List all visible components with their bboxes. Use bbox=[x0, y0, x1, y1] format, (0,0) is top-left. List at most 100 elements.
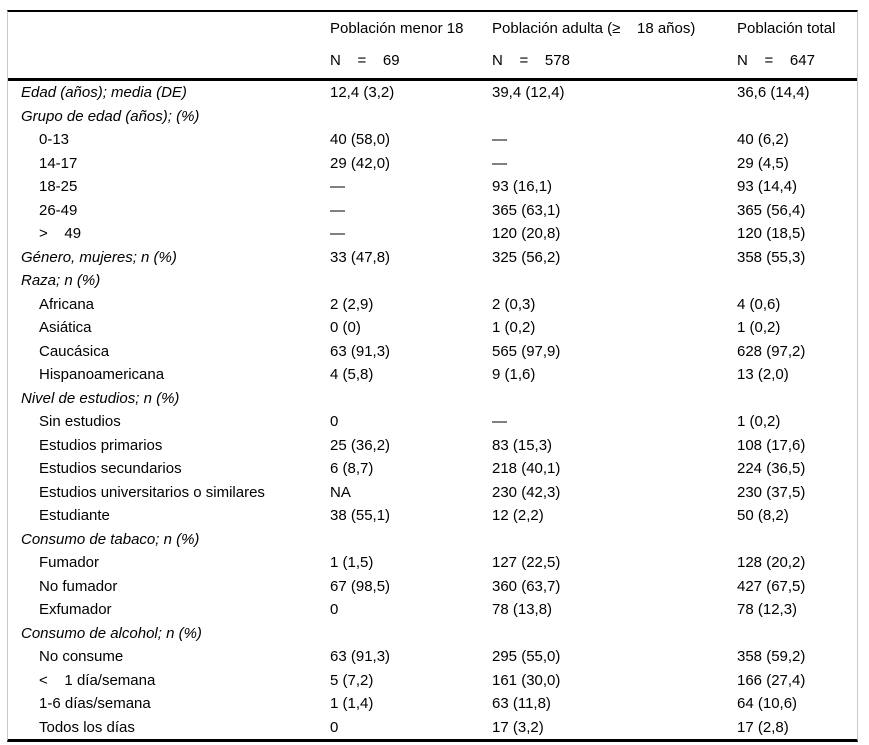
cell-value: 40 (6,2) bbox=[737, 131, 789, 148]
cell-value: 17 (2,8) bbox=[737, 718, 789, 736]
cell-value: 360 (63,7) bbox=[492, 577, 561, 595]
cell-value: 295 (55,0) bbox=[492, 648, 561, 665]
table-body: Edad (años); media (DE) 12,4 (3,2) 39,4 (1… bbox=[8, 81, 857, 739]
cell-value: 63 (11,8) bbox=[492, 695, 551, 712]
cell-value: 13 (2,0) bbox=[737, 366, 789, 383]
table-row: Consumo de alcohol; n (%) bbox=[8, 622, 857, 646]
table-row: Nivel de estudios; n (%) bbox=[8, 387, 857, 411]
table-row: 0-13 40 (58,0) — 40 (6,2) bbox=[8, 128, 857, 152]
table-row: Exfumador 0 78 (13,8) 78 (12,3) bbox=[8, 598, 857, 622]
cell-value: 230 (42,3) bbox=[492, 483, 561, 501]
column-n-poblacion-adulta: N = 578 bbox=[492, 52, 570, 69]
row-label: > 49 bbox=[39, 225, 82, 242]
table-row: Estudios universitarios o similares NA 230… bbox=[8, 481, 857, 505]
row-label: 18-25 bbox=[39, 178, 78, 195]
row-label: 26-49 bbox=[39, 201, 78, 219]
cell-value: 161 (30,0) bbox=[492, 671, 561, 689]
row-label: Sin estudios bbox=[39, 413, 121, 430]
cell-value: 83 (15,3) bbox=[492, 436, 553, 454]
cell-value: 12 (2,2) bbox=[492, 507, 544, 524]
row-label: Consumo de alcohol; n (%) bbox=[21, 624, 202, 642]
column-n-poblacion-menor-18: N = 69 bbox=[330, 52, 400, 69]
row-label: Género, mujeres; n (%) bbox=[21, 248, 177, 266]
cell-value: 365 (63,1) bbox=[492, 201, 561, 219]
cell-value: 358 (55,3) bbox=[737, 248, 806, 266]
cell-value: 127 (22,5) bbox=[492, 554, 561, 571]
cell-value: 36,6 (14,4) bbox=[737, 84, 810, 101]
cell-value: 78 (13,8) bbox=[492, 601, 553, 618]
cell-value: 25 (36,2) bbox=[330, 436, 391, 454]
table-row: 14-17 29 (42,0) — 29 (4,5) bbox=[8, 152, 857, 176]
table-row: No fumador 67 (98,5) 360 (63,7) 427 (67,5) bbox=[8, 575, 857, 599]
cell-value: 120 (18,5) bbox=[737, 225, 806, 242]
row-label: Estudios secundarios bbox=[39, 460, 182, 477]
row-label: 0-13 bbox=[39, 131, 70, 148]
cell-value: 50 (8,2) bbox=[737, 507, 789, 524]
cell-value: 9 (1,6) bbox=[492, 366, 536, 383]
row-label: Estudiante bbox=[39, 507, 110, 524]
cell-value: 63 (91,3) bbox=[330, 342, 391, 360]
cell-value: — bbox=[492, 413, 507, 430]
row-label: No consume bbox=[39, 648, 124, 665]
row-label: Exfumador bbox=[39, 601, 112, 618]
cell-value: 0 (0) bbox=[330, 319, 361, 336]
table-row: < 1 día/semana 5 (7,2) 161 (30,0) 166 (27,4… bbox=[8, 669, 857, 693]
row-label: Raza; n (%) bbox=[21, 272, 101, 289]
cell-value: 218 (40,1) bbox=[492, 460, 561, 477]
row-label: Consumo de tabaco; n (%) bbox=[21, 530, 200, 548]
cell-value: 120 (20,8) bbox=[492, 225, 561, 242]
cell-value: 4 (0,6) bbox=[737, 295, 781, 313]
cell-value: 1 (1,5) bbox=[330, 554, 374, 571]
cell-value: — bbox=[492, 154, 507, 172]
cell-value: 0 bbox=[330, 601, 339, 618]
cell-value: 29 (42,0) bbox=[330, 154, 391, 172]
column-header-poblacion-menor-18: Población menor 18 bbox=[330, 20, 464, 37]
cell-value: NA bbox=[330, 483, 351, 501]
cell-value: 40 (58,0) bbox=[330, 131, 391, 148]
cell-value: 325 (56,2) bbox=[492, 248, 561, 266]
cell-value: 2 (2,9) bbox=[330, 295, 374, 313]
row-label: Estudios primarios bbox=[39, 436, 163, 454]
table-row: No consume 63 (91,3) 295 (55,0) 358 (59,2) bbox=[8, 645, 857, 669]
cell-value: 128 (20,2) bbox=[737, 554, 806, 571]
cell-value: 78 (12,3) bbox=[737, 601, 798, 618]
table-row: Raza; n (%) bbox=[8, 269, 857, 293]
table-row: Caucásica 63 (91,3) 565 (97,9) 628 (97,2) bbox=[8, 340, 857, 364]
cell-value: 358 (59,2) bbox=[737, 648, 806, 665]
cell-value: 230 (37,5) bbox=[737, 483, 806, 501]
table-row: Africana 2 (2,9) 2 (0,3) 4 (0,6) bbox=[8, 293, 857, 317]
row-label: Hispanoamericana bbox=[39, 366, 165, 383]
table-header: Población menor 18 Población adulta (≥ 1… bbox=[8, 12, 857, 81]
table-row: Consumo de tabaco; n (%) bbox=[8, 528, 857, 552]
cell-value: 33 (47,8) bbox=[330, 248, 391, 266]
row-label: Asiática bbox=[39, 319, 92, 336]
cell-value: 5 (7,2) bbox=[330, 671, 374, 689]
table-row: Estudiante 38 (55,1) 12 (2,2) 50 (8,2) bbox=[8, 504, 857, 528]
cell-value: 166 (27,4) bbox=[737, 671, 806, 689]
table-row: Estudios primarios 25 (36,2) 83 (15,3) 108 … bbox=[8, 434, 857, 458]
cell-value: 29 (4,5) bbox=[737, 154, 789, 172]
cell-value: 365 (56,4) bbox=[737, 201, 806, 219]
cell-value: 1 (0,2) bbox=[492, 319, 536, 336]
cell-value: 565 (97,9) bbox=[492, 342, 561, 360]
row-label: 1-6 días/semana bbox=[39, 695, 151, 712]
table-row: Edad (años); media (DE) 12,4 (3,2) 39,4 (1… bbox=[8, 81, 857, 105]
cell-value: 1 (0,2) bbox=[737, 319, 781, 336]
cell-value: 17 (3,2) bbox=[492, 718, 544, 736]
cell-value: 224 (36,5) bbox=[737, 460, 806, 477]
table-row: Todos los días 0 17 (3,2) 17 (2,8) bbox=[8, 716, 857, 740]
cell-value: — bbox=[492, 131, 507, 148]
row-label: < 1 día/semana bbox=[39, 671, 156, 689]
cell-value: 93 (16,1) bbox=[492, 178, 553, 195]
row-label: Africana bbox=[39, 295, 95, 313]
row-label-header-spacer bbox=[8, 18, 330, 40]
row-label: Grupo de edad (años); (%) bbox=[21, 107, 200, 125]
row-label-header-spacer bbox=[8, 50, 330, 72]
row-label: 14-17 bbox=[39, 154, 78, 172]
row-label: Fumador bbox=[39, 554, 100, 571]
cell-value: 39,4 (12,4) bbox=[492, 84, 565, 101]
cell-value: 0 bbox=[330, 718, 339, 736]
table-row: 1-6 días/semana 1 (1,4) 63 (11,8) 64 (10,6) bbox=[8, 692, 857, 716]
cell-value: 67 (98,5) bbox=[330, 577, 391, 595]
cell-value: 2 (0,3) bbox=[492, 295, 536, 313]
